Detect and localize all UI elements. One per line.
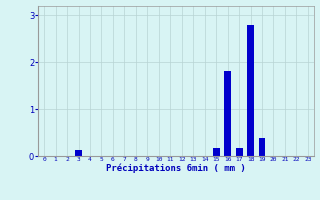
Bar bbox=[259, 138, 266, 156]
X-axis label: Précipitations 6min ( mm ): Précipitations 6min ( mm ) bbox=[106, 163, 246, 173]
Bar bbox=[247, 25, 254, 156]
Bar bbox=[213, 148, 220, 156]
Bar bbox=[75, 150, 82, 156]
Bar bbox=[224, 71, 231, 156]
Bar bbox=[236, 148, 243, 156]
